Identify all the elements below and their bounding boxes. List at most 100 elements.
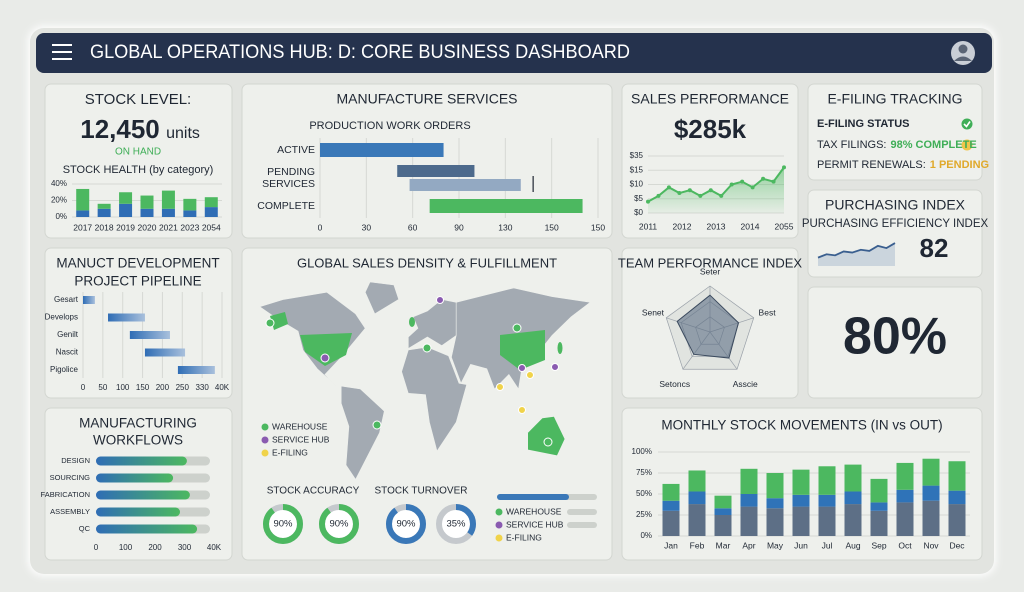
range-bar <box>320 143 444 157</box>
gauge-title: STOCK TURNOVER <box>375 486 468 497</box>
x-tick-label: 0 <box>94 543 99 552</box>
gauge-arc <box>263 504 303 544</box>
bar-segment <box>870 510 888 536</box>
x-tick-label: 2054 <box>202 222 221 232</box>
legend-label: SERVICE HUB <box>506 519 564 529</box>
panel-title: MANUCT DEVELOPMENT <box>56 256 219 271</box>
continent <box>364 281 400 315</box>
avatar[interactable] <box>951 41 975 65</box>
bar-segment <box>922 500 940 536</box>
pending-icon <box>961 139 973 151</box>
line-area <box>648 167 784 213</box>
gauge-label: 90% <box>273 519 293 530</box>
legend-label: E-FILING <box>506 532 542 542</box>
y-tick-label: $10 <box>630 180 644 189</box>
legend-bar <box>567 522 597 528</box>
y-tick-label: 100% <box>632 447 652 456</box>
x-tick-label: 2013 <box>707 221 726 231</box>
x-tick-label: 200 <box>148 543 162 552</box>
region-highlight <box>270 312 288 330</box>
header-bar <box>36 33 992 73</box>
bar-segment <box>161 208 175 217</box>
gantt-bar <box>83 296 95 304</box>
legend-swatch <box>261 436 269 444</box>
y-tick-label: 0% <box>55 212 67 221</box>
radar-axis-label: Senet <box>642 308 665 318</box>
gauge-title: STOCK ACCURACY <box>267 486 360 497</box>
x-tick-label: 2012 <box>673 221 692 231</box>
line-point <box>729 182 734 187</box>
gauge-arc <box>386 504 426 544</box>
panel-title: PURCHASING INDEX <box>825 197 966 213</box>
line-point <box>771 179 776 184</box>
x-tick-label: 60 <box>408 222 418 232</box>
row-label: ACTIVE <box>277 144 315 156</box>
x-tick-label: 30 <box>362 222 372 232</box>
kpi-value: 82 <box>920 233 949 263</box>
panel-title: MANUFACTURING <box>79 416 197 431</box>
bar-segment <box>688 491 706 505</box>
bar-segment <box>183 198 197 211</box>
menu-icon[interactable] <box>52 44 72 60</box>
avatar-head <box>958 44 968 54</box>
warehouse-marker <box>422 343 432 353</box>
sparkline-area <box>818 243 895 266</box>
progress-bar <box>96 456 187 466</box>
row-label: Gesart <box>54 295 79 304</box>
radar-area <box>676 294 739 359</box>
x-tick-label: 2055 <box>775 221 794 231</box>
x-tick-label: 2014 <box>741 221 760 231</box>
gauge-arc <box>436 504 476 544</box>
bar-segment <box>740 494 758 507</box>
efiling-marker <box>526 371 534 379</box>
x-tick-label: Mar <box>716 540 731 550</box>
x-tick-label: 130 <box>498 222 512 232</box>
progress-bar <box>96 473 174 483</box>
bar-segment <box>896 489 914 503</box>
bar-segment <box>204 207 218 217</box>
service-marker <box>551 363 559 371</box>
service-marker <box>436 296 444 304</box>
warehouse-marker <box>372 420 382 430</box>
x-tick-label: Nov <box>923 540 939 550</box>
bar-segment <box>97 203 111 209</box>
x-tick-label: Jul <box>822 540 833 550</box>
panel-title: SALES PERFORMANCE <box>631 91 789 107</box>
panel-title: WORKFLOWS <box>93 433 183 448</box>
status-row-value: 98% COMPLETE <box>890 139 976 151</box>
x-tick-label: May <box>767 540 784 550</box>
panel <box>621 83 799 239</box>
bar-segment <box>662 483 680 501</box>
bar-segment <box>870 478 888 503</box>
row-label: Genilt <box>57 330 79 339</box>
bar-segment <box>688 470 706 492</box>
y-tick-label: 25% <box>636 510 652 519</box>
bar-segment <box>870 502 888 511</box>
bar-segment <box>714 495 732 509</box>
bar-segment <box>948 490 966 505</box>
panel-title: GLOBAL SALES DENSITY & FULFILLMENT <box>297 255 557 270</box>
line-point <box>646 199 650 204</box>
range-bar <box>397 165 475 177</box>
bar-segment <box>766 508 784 536</box>
kpi-unit: units <box>166 125 200 142</box>
line-point <box>687 188 692 193</box>
row-label: Pigolice <box>50 365 79 374</box>
bar-segment <box>714 508 732 515</box>
warehouse-marker <box>512 323 522 333</box>
legend-swatch <box>495 521 503 529</box>
status-label: E-FILING STATUS <box>817 118 909 130</box>
legend-label: E-FILING <box>272 447 308 457</box>
service-marker <box>320 353 330 363</box>
line-point <box>719 193 724 198</box>
legend-label: SERVICE HUB <box>272 434 330 444</box>
x-tick-label: Feb <box>690 540 705 550</box>
line-point <box>761 176 766 181</box>
bar-segment <box>818 506 836 536</box>
range-bar <box>429 199 583 213</box>
x-tick-label: 90 <box>454 222 464 232</box>
gauge-label: 35% <box>446 519 466 530</box>
bar-segment <box>792 506 810 536</box>
efiling-marker <box>496 383 504 391</box>
line-point <box>740 179 745 184</box>
